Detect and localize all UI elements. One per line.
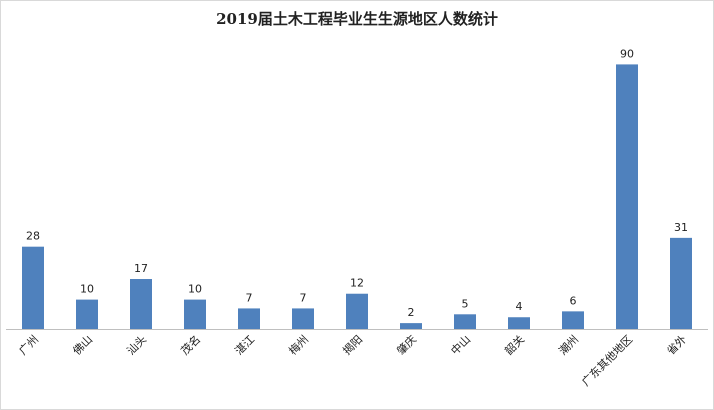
data-label: 7: [300, 291, 307, 304]
bar: [454, 314, 476, 329]
bar: [508, 317, 530, 329]
bar: [238, 308, 260, 329]
data-label: 4: [516, 300, 523, 313]
data-label: 7: [246, 291, 253, 304]
bar: [130, 279, 152, 329]
bar: [292, 308, 314, 329]
data-label: 28: [26, 230, 40, 243]
bar: [184, 299, 206, 329]
data-label: 17: [134, 262, 148, 275]
bar: [562, 311, 584, 329]
data-label: 31: [674, 221, 688, 234]
bar: [616, 64, 638, 330]
bar: [670, 237, 692, 329]
data-label: 12: [350, 277, 364, 290]
bar: [76, 299, 98, 329]
bar: [346, 293, 368, 329]
data-label: 2: [408, 306, 415, 319]
data-label: 5: [462, 297, 469, 310]
data-label: 90: [620, 47, 634, 60]
data-label: 10: [188, 283, 202, 296]
chart-title: 2019届土木工程毕业生生源地区人数统计: [216, 10, 498, 28]
bar: [400, 323, 422, 329]
data-label: 10: [80, 283, 94, 296]
bar: [22, 246, 44, 329]
data-label: 6: [570, 294, 577, 307]
